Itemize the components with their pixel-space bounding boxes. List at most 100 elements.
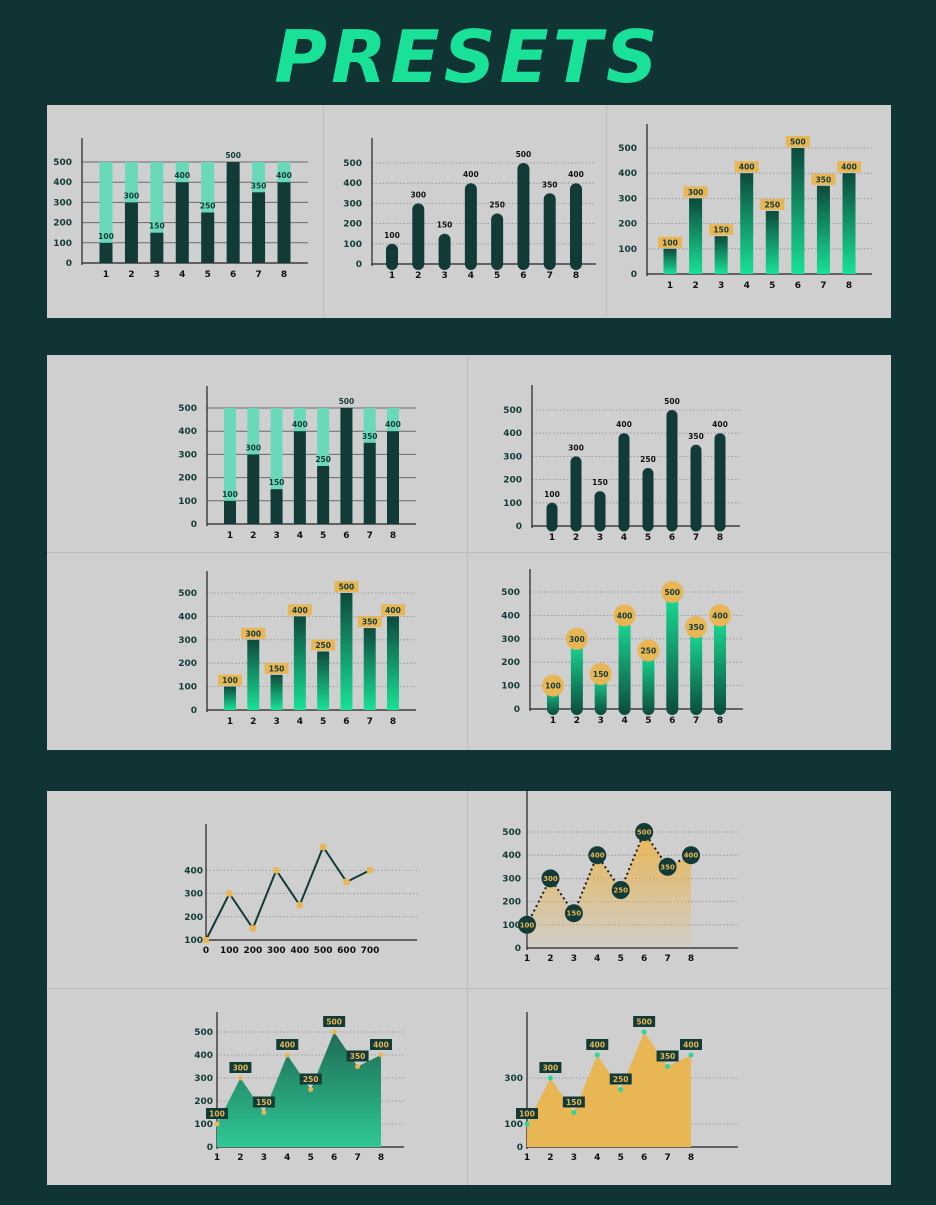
bar-value-label: 250 — [315, 455, 331, 464]
bar-value-label: 400 — [292, 420, 308, 429]
bar-label-tag — [311, 639, 336, 651]
x-tick-label: 5 — [769, 281, 775, 291]
bar — [317, 466, 330, 524]
data-label-tag — [633, 1016, 656, 1027]
bar — [546, 502, 558, 532]
data-point — [214, 1121, 220, 1127]
x-tick-label: 3 — [273, 531, 279, 541]
data-point-bubble — [564, 904, 583, 923]
x-tick-label: 5 — [645, 716, 651, 726]
x-tick-label: 5 — [320, 531, 326, 541]
bar-label-bubble — [637, 639, 660, 662]
y-tick-label: 300 — [504, 1074, 523, 1084]
bar — [618, 615, 631, 715]
bar-value-label: 250 — [641, 647, 657, 656]
bar — [340, 408, 353, 524]
data-label-tag — [656, 1050, 679, 1062]
data-value-label: 250 — [303, 1075, 319, 1084]
x-tick-label: 1 — [524, 954, 530, 964]
data-value-label: 400 — [590, 852, 605, 860]
x-tick-label: 300 — [267, 946, 286, 956]
bar-value-label: 400 — [712, 420, 728, 429]
bar-label-tag — [241, 627, 266, 639]
bar — [412, 203, 425, 270]
data-point-bubble — [518, 915, 536, 934]
data-value-label: 300 — [233, 1064, 249, 1073]
x-tick-label: 2 — [574, 716, 580, 726]
bar-label-bubble — [709, 604, 731, 627]
bar-value-label: 300 — [569, 635, 585, 644]
data-point — [688, 1052, 694, 1058]
y-tick-label: 100 — [618, 245, 637, 255]
bar — [387, 431, 399, 524]
x-tick-label: 7 — [367, 717, 373, 727]
data-point — [367, 867, 373, 874]
series-line — [205, 844, 371, 941]
x-tick-label: 1 — [227, 531, 233, 541]
data-label-tag — [609, 1073, 632, 1085]
bar-label-tag — [683, 186, 708, 198]
y-tick-label: 200 — [178, 474, 197, 484]
x-tick-label: 3 — [571, 954, 577, 964]
y-tick-label: 400 — [178, 612, 197, 622]
bar-label-tag — [287, 604, 312, 616]
y-tick-label: 100 — [501, 682, 520, 692]
y-tick-label: 200 — [501, 658, 520, 668]
chart-stacked-bar: 0 100 200 300 400 500 100 1 300 2 150 3 400 4 250 5 500 6… — [53, 138, 308, 280]
data-value-label: 250 — [613, 1075, 629, 1084]
bar-value-label: 500 — [339, 397, 355, 406]
y-tick-label: 200 — [194, 1097, 213, 1107]
y-tick-label: 400 — [53, 178, 72, 188]
data-value-label: 350 — [660, 863, 675, 871]
bar — [363, 628, 376, 710]
x-tick-label: 500 — [314, 946, 333, 956]
x-tick-label: 7 — [354, 1153, 360, 1163]
chart-green-area: 0 100 200 300 400 500 100 300 150 400 250 500 350 400… — [194, 1012, 404, 1163]
y-tick-label: 300 — [194, 1074, 213, 1084]
y-tick-label: 500 — [502, 828, 521, 838]
bar-value-label: 500 — [664, 588, 680, 597]
bar-label-bubble — [685, 616, 708, 639]
bar-value-label: 400 — [174, 171, 190, 180]
bar-value-label: 150 — [269, 478, 285, 487]
data-value-label: 350 — [660, 1052, 676, 1061]
bar — [277, 182, 291, 263]
bar-value-label: 150 — [269, 664, 285, 673]
bar — [247, 454, 260, 524]
data-point-bubble — [611, 881, 630, 899]
bar-value-label: 400 — [841, 163, 857, 172]
bar-value-label: 150 — [593, 670, 609, 679]
bar-value-label: 350 — [362, 432, 378, 441]
data-point — [249, 925, 256, 932]
data-point — [641, 1029, 647, 1035]
x-tick-label: 5 — [494, 271, 500, 281]
y-tick-label: 100 — [343, 240, 362, 250]
data-value-label: 250 — [613, 887, 628, 895]
bar-value-label: 400 — [276, 171, 292, 180]
bar-label-tag — [381, 604, 405, 616]
data-label-tag — [516, 1108, 538, 1119]
x-tick-label: 6 — [343, 717, 349, 727]
x-tick-label: 6 — [641, 954, 647, 964]
bar — [270, 489, 283, 524]
x-tick-label: 8 — [281, 270, 287, 280]
x-tick-label: 7 — [664, 1153, 670, 1163]
bar — [570, 183, 582, 270]
data-value-label: 100 — [520, 921, 535, 929]
chart-rounded-bar-2: 0 100 200 300 400 500 100 1 300 2 150 3 400 4 250 5 500 6… — [503, 385, 740, 543]
y-tick-label: 0 — [356, 260, 362, 270]
x-tick-label: 3 — [598, 716, 604, 726]
y-tick-label: 200 — [503, 476, 522, 486]
data-point — [524, 1121, 530, 1127]
data-value-label: 100 — [209, 1110, 225, 1119]
x-tick-label: 8 — [573, 271, 579, 281]
bar-value-label: 150 — [149, 222, 165, 231]
y-tick-label: 400 — [503, 429, 522, 439]
bar-value-label: 300 — [245, 443, 261, 452]
data-label-tag — [539, 1062, 562, 1073]
data-point-bubble — [682, 846, 700, 865]
x-tick-label: 3 — [273, 717, 279, 727]
x-tick-label: 2 — [250, 717, 256, 727]
data-value-label: 150 — [256, 1098, 272, 1107]
bar — [150, 232, 164, 263]
